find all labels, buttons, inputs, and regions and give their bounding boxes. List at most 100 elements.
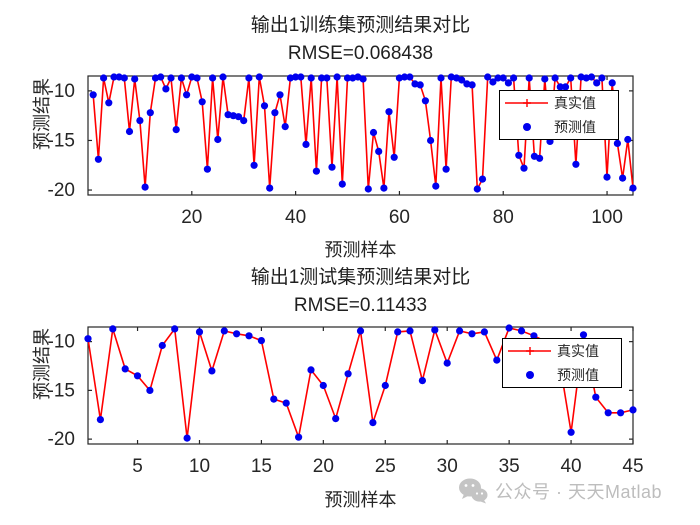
x-tick-label: 20 bbox=[181, 207, 202, 228]
predicted-value-dot bbox=[94, 155, 102, 163]
predicted-value-dot bbox=[157, 73, 165, 81]
train-chart-rmse: RMSE=0.068438 bbox=[287, 43, 434, 64]
predicted-value-dot bbox=[427, 136, 435, 145]
x-tick-label: 100 bbox=[591, 207, 623, 228]
predicted-value-dot bbox=[505, 324, 513, 332]
predicted-value-dot bbox=[133, 372, 142, 380]
predicted-value-dot bbox=[432, 182, 440, 190]
train-chart-title: 输出1训练集预测结果对比 bbox=[250, 15, 471, 36]
predicted-value-dot bbox=[177, 74, 185, 82]
predicted-value-dot bbox=[257, 337, 265, 345]
y-tick-label: -10 bbox=[48, 332, 75, 353]
predicted-value-dot bbox=[592, 393, 600, 401]
predicted-value-dot bbox=[456, 327, 464, 335]
predicted-value-dot bbox=[172, 126, 180, 134]
predicted-value-dot bbox=[121, 365, 129, 373]
predicted-value-dot bbox=[390, 153, 398, 161]
train-xaxis-label: 预测样本 bbox=[324, 240, 397, 260]
predicted-value-dot bbox=[613, 139, 622, 147]
watermark: 公众号 · 天天Matlab bbox=[458, 478, 662, 504]
predicted-value-dot bbox=[458, 76, 466, 84]
predicted-value-dot bbox=[484, 73, 492, 81]
predicted-value-dot bbox=[598, 74, 606, 82]
predicted-value-dot bbox=[406, 327, 414, 335]
predicted-value-dot bbox=[375, 147, 383, 155]
predicted-value-dot bbox=[203, 165, 211, 173]
predicted-value-dot bbox=[509, 74, 518, 82]
predicted-value-dot bbox=[266, 184, 274, 192]
predicted-value-dot bbox=[525, 74, 533, 82]
predicted-value-dot bbox=[245, 74, 253, 82]
predicted-value-dot bbox=[406, 73, 414, 81]
predicted-value-dot bbox=[333, 73, 341, 81]
predicted-value-dot bbox=[183, 91, 191, 99]
dot-marker-icon bbox=[526, 371, 534, 379]
x-tick-label: 5 bbox=[132, 456, 143, 477]
predicted-value-dot bbox=[220, 327, 228, 335]
y-tick-label: -15 bbox=[48, 130, 75, 151]
predicted-value-dot bbox=[619, 174, 627, 182]
predicted-value-dot bbox=[536, 154, 544, 162]
predicted-value-dot bbox=[281, 123, 289, 131]
predicted-value-dot bbox=[323, 74, 331, 82]
predicted-value-dot bbox=[494, 74, 502, 82]
predicted-value-dot bbox=[234, 113, 243, 121]
predicted-value-dot bbox=[468, 81, 476, 89]
predicted-value-dot bbox=[364, 185, 372, 193]
predicted-value-dot bbox=[343, 74, 352, 82]
predicted-value-dot bbox=[629, 406, 637, 414]
predicted-value-dot bbox=[297, 73, 305, 81]
x-tick-label: 45 bbox=[622, 456, 643, 477]
predicted-value-dot bbox=[105, 99, 113, 107]
predicted-value-dot bbox=[369, 419, 377, 427]
predicted-value-dot bbox=[561, 83, 570, 91]
predicted-value-dot bbox=[443, 359, 451, 367]
predicted-value-dot bbox=[567, 74, 575, 82]
predicted-value-dot bbox=[302, 140, 310, 148]
predicted-value-dot bbox=[629, 184, 637, 192]
y-tick-label: -10 bbox=[48, 81, 75, 102]
predicted-value-dot bbox=[489, 78, 497, 86]
predicted-value-dot bbox=[84, 335, 92, 343]
x-tick-label: 20 bbox=[313, 456, 334, 477]
predicted-value-dot bbox=[295, 433, 303, 441]
predicted-value-dot bbox=[442, 165, 450, 173]
predicted-value-dot bbox=[146, 386, 154, 394]
predicted-value-dot bbox=[158, 341, 166, 350]
predicted-value-dot bbox=[499, 74, 507, 82]
predicted-value-dot bbox=[96, 416, 104, 424]
predicted-value-dot bbox=[171, 325, 179, 333]
predicted-value-dot bbox=[183, 434, 191, 442]
predicted-value-dot bbox=[332, 415, 340, 423]
legend-entry-true: 真实值 bbox=[503, 339, 621, 363]
x-tick-label: 15 bbox=[251, 456, 272, 477]
dot-marker-icon bbox=[523, 123, 531, 131]
predicted-value-dot bbox=[515, 151, 523, 159]
predicted-value-dot bbox=[270, 395, 278, 403]
predicted-value-dot bbox=[233, 330, 241, 338]
predicted-value-dot bbox=[131, 75, 139, 83]
test-legend: 真实值 预测值 bbox=[502, 338, 622, 388]
predicted-value-dot bbox=[318, 74, 326, 82]
predicted-value-dot bbox=[593, 79, 601, 87]
legend-label-pred: 预测值 bbox=[554, 119, 596, 135]
train-legend: 真实值 预测值 bbox=[499, 90, 619, 140]
predicted-value-dot bbox=[603, 173, 611, 181]
legend-label-pred: 预测值 bbox=[557, 367, 599, 383]
predicted-value-dot bbox=[394, 328, 402, 336]
predicted-value-dot bbox=[250, 161, 258, 169]
predicted-value-dot bbox=[604, 409, 612, 417]
legend-label-true: 真实值 bbox=[554, 95, 596, 111]
predicted-value-dot bbox=[381, 381, 389, 390]
predicted-value-dot bbox=[141, 183, 149, 191]
predicted-value-dot bbox=[125, 127, 134, 136]
predicted-value-dot bbox=[608, 79, 616, 87]
predicted-value-dot bbox=[473, 185, 481, 193]
predicted-value-dot bbox=[556, 83, 564, 91]
predicted-value-dot bbox=[579, 331, 588, 339]
predicted-value-dot bbox=[530, 332, 538, 340]
predicted-value-dot bbox=[219, 73, 227, 81]
predicted-value-dot bbox=[359, 75, 367, 83]
